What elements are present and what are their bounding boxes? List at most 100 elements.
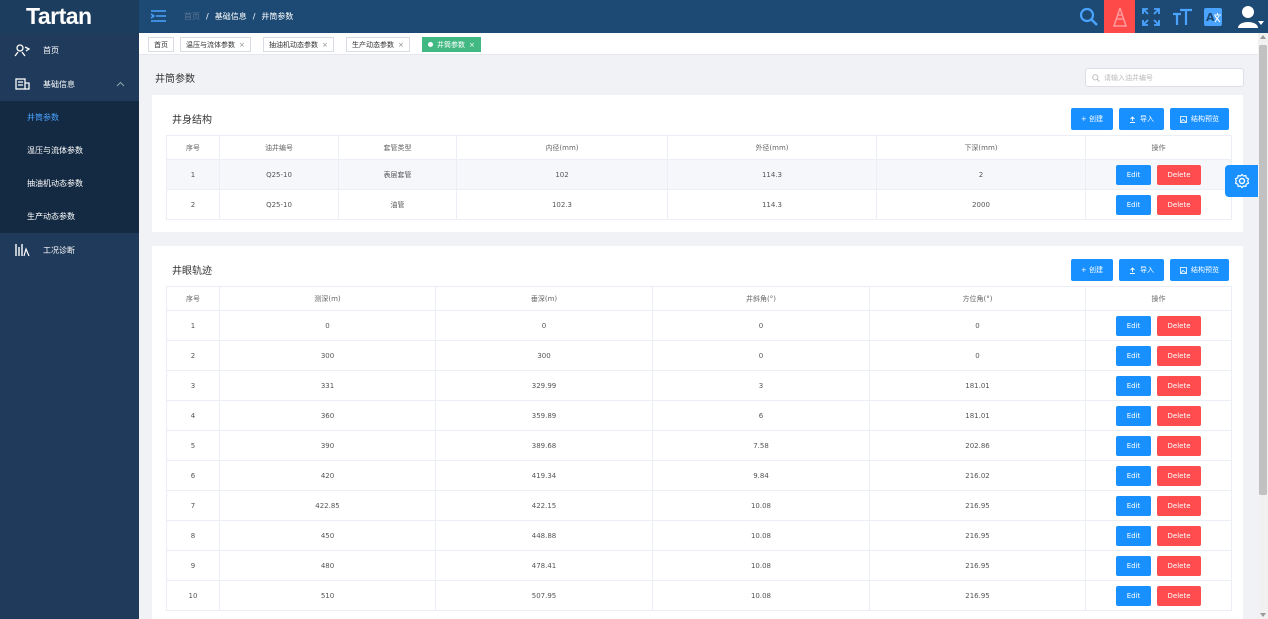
menu-toggle-icon[interactable]	[150, 9, 167, 23]
delete-button[interactable]: Delete	[1157, 555, 1201, 576]
tab-home[interactable]: 首页	[148, 37, 174, 52]
table-cell: 419.34	[435, 460, 653, 491]
edit-button[interactable]: Edit	[1116, 405, 1151, 426]
app-logo[interactable]: Tartan	[0, 0, 139, 33]
submenu-item-pump-dynamic[interactable]: 抽油机动态参数	[27, 179, 83, 188]
tab-label: 井筒参数	[437, 40, 465, 49]
table-row: 3 331 329.99 3 181.01 Edit Delete	[166, 370, 1232, 401]
preview-button[interactable]: 结构预览	[1170, 108, 1229, 130]
table-cell: 7.58	[652, 430, 870, 461]
table-cell: 202.86	[869, 430, 1086, 461]
import-button[interactable]: 导入	[1119, 108, 1164, 130]
delete-button[interactable]: Delete	[1157, 525, 1201, 546]
scroll-down-arrow-icon[interactable]	[1260, 613, 1266, 617]
table-cell: 450	[219, 520, 436, 551]
create-button[interactable]: + 创建	[1070, 259, 1113, 281]
tab-production[interactable]: 生产动态参数 ×	[346, 37, 410, 52]
submenu-item-production[interactable]: 生产动态参数	[27, 212, 75, 221]
table-cell: 389.68	[435, 430, 653, 461]
table-row: 2 300 300 0 0 Edit Delete	[166, 340, 1232, 371]
close-icon[interactable]: ×	[322, 40, 328, 49]
table-cell: 478.41	[435, 550, 653, 581]
edit-button[interactable]: Edit	[1116, 194, 1151, 215]
fullscreen-icon	[1141, 7, 1160, 26]
table-cell: 422.15	[435, 490, 653, 521]
sidebar-item-diagnosis[interactable]: 工况诊断	[0, 233, 139, 267]
table-cell: 0	[869, 310, 1086, 341]
edit-button[interactable]: Edit	[1116, 315, 1151, 336]
edit-button[interactable]: Edit	[1116, 435, 1151, 456]
database-icon	[15, 78, 30, 90]
delete-button[interactable]: Delete	[1157, 194, 1201, 215]
sidebar-item-home[interactable]: 首页	[0, 33, 139, 67]
table-cell: Q25-10	[219, 189, 339, 220]
delete-button[interactable]: Delete	[1157, 315, 1201, 336]
edit-button[interactable]: Edit	[1116, 375, 1151, 396]
breadcrumb-separator: /	[252, 12, 256, 21]
column-header: 序号	[166, 286, 220, 311]
alert-button[interactable]	[1104, 0, 1135, 33]
delete-button[interactable]: Delete	[1157, 345, 1201, 366]
sidebar-item-basic-info[interactable]: 基础信息	[0, 67, 139, 101]
edit-button[interactable]: Edit	[1116, 164, 1151, 185]
search-input[interactable]: 请输入油井编号	[1085, 68, 1244, 87]
scroll-up-arrow-icon[interactable]	[1260, 35, 1266, 39]
table-cell: 4	[166, 400, 220, 431]
chart-icon	[15, 244, 30, 257]
font-size-button[interactable]	[1166, 0, 1197, 33]
chevron-up-icon	[116, 81, 125, 87]
close-icon[interactable]: ×	[239, 40, 245, 49]
edit-button[interactable]: Edit	[1116, 525, 1151, 546]
table-cell: 1	[166, 159, 220, 190]
table-cell: 10.08	[652, 550, 870, 581]
delete-button[interactable]: Delete	[1157, 164, 1201, 185]
column-header: 井斜角(°)	[652, 286, 870, 311]
tab-wellbore[interactable]: 井筒参数 ×	[422, 37, 481, 52]
delete-button[interactable]: Delete	[1157, 495, 1201, 516]
close-icon[interactable]: ×	[398, 40, 404, 49]
close-icon[interactable]: ×	[469, 40, 475, 49]
delete-button[interactable]: Delete	[1157, 435, 1201, 456]
gear-icon	[1234, 173, 1249, 189]
row-actions: Edit Delete	[1085, 370, 1232, 401]
fullscreen-button[interactable]	[1135, 0, 1166, 33]
upload-icon	[1130, 266, 1135, 274]
scrollbar-thumb[interactable]	[1259, 45, 1267, 495]
delete-button[interactable]: Delete	[1157, 585, 1201, 606]
column-header: 外径(mm)	[667, 135, 877, 160]
submenu-item-wellbore[interactable]: 井筒参数	[27, 113, 59, 122]
edit-button[interactable]: Edit	[1116, 495, 1151, 516]
delete-button[interactable]: Delete	[1157, 405, 1201, 426]
edit-button[interactable]: Edit	[1116, 345, 1151, 366]
create-button[interactable]: + 创建	[1070, 108, 1113, 130]
table-row: 2 Q25-10 油管 102.3 114.3 2000 Edit Delete	[166, 189, 1232, 220]
submenu-item-temp-pressure[interactable]: 温压与流体参数	[27, 146, 83, 155]
edit-button[interactable]: Edit	[1116, 465, 1151, 486]
tab-temp-pressure[interactable]: 温压与流体参数 ×	[180, 37, 251, 52]
table-cell: 216.95	[869, 580, 1086, 611]
table-row: 1 0 0 0 0 Edit Delete	[166, 310, 1232, 341]
vertical-scrollbar[interactable]	[1258, 33, 1268, 619]
search-button[interactable]	[1073, 0, 1104, 33]
delete-button[interactable]: Delete	[1157, 465, 1201, 486]
table-cell: 329.99	[435, 370, 653, 401]
settings-button[interactable]	[1225, 165, 1258, 197]
breadcrumb-home[interactable]: 首页	[184, 12, 200, 21]
breadcrumb-separator: /	[206, 12, 209, 21]
table-row: 8 450 448.88 10.08 216.95 Edit Delete	[166, 520, 1232, 551]
card-actions: + 创建 导入 结构预览	[1070, 108, 1229, 130]
delete-button[interactable]: Delete	[1157, 375, 1201, 396]
breadcrumb-parent[interactable]: 基础信息	[214, 12, 247, 21]
language-button[interactable]: A	[1197, 0, 1228, 33]
search-icon	[1079, 7, 1098, 26]
sidebar: Tartan 首页 基础信息 井筒参数 温压与流体参数 抽油机动态参数 生产动态…	[0, 0, 139, 619]
preview-button[interactable]: 结构预览	[1170, 259, 1229, 281]
edit-button[interactable]: Edit	[1116, 585, 1151, 606]
tab-pump-dynamic[interactable]: 抽油机动态参数 ×	[263, 37, 334, 52]
trajectory-table-body: 1 0 0 0 0 Edit Delete 2 300 300 0 0 Edit Delete 3 331 32…	[166, 310, 1232, 611]
import-button[interactable]: 导入	[1119, 259, 1164, 281]
column-header: 内径(mm)	[456, 135, 668, 160]
user-avatar[interactable]	[1228, 0, 1268, 33]
edit-button[interactable]: Edit	[1116, 555, 1151, 576]
table-row: 7 422.85 422.15 10.08 216.95 Edit Delete	[166, 490, 1232, 521]
